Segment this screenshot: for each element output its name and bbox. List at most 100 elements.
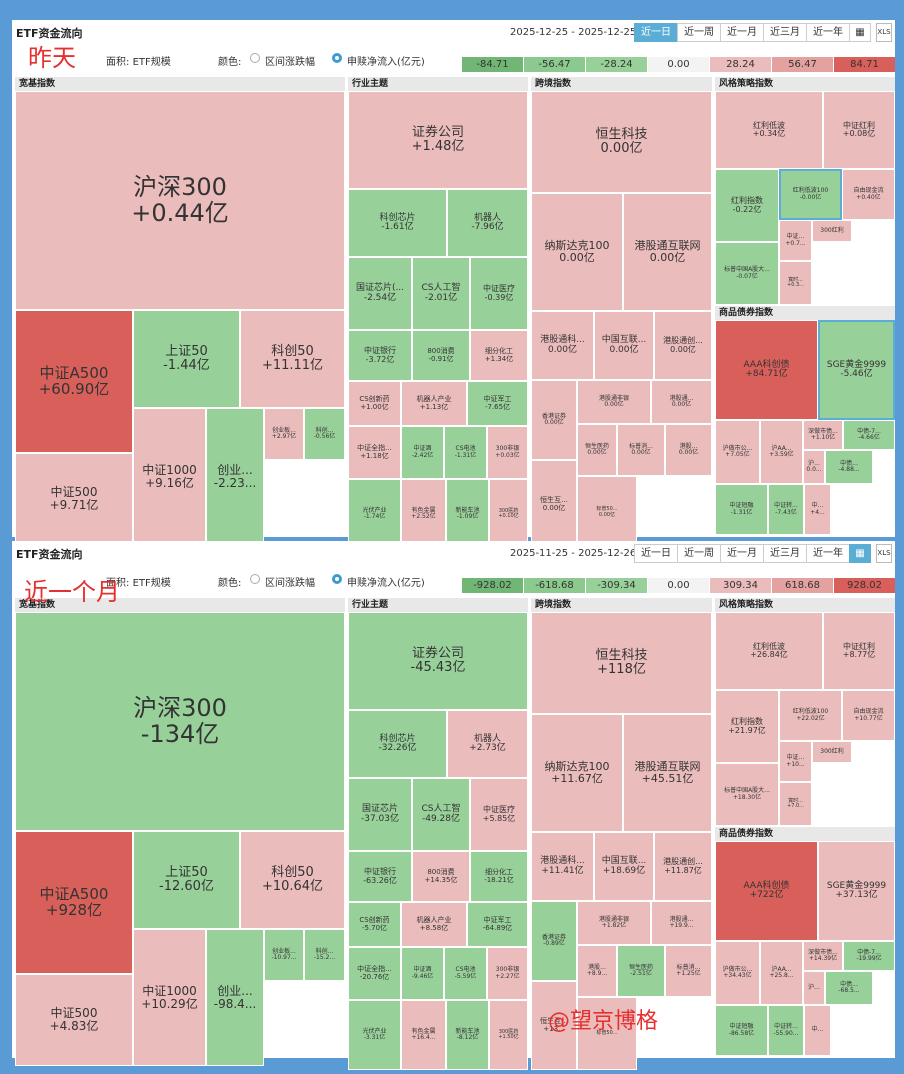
treemap-cell[interactable]: 中债... -4.88...: [825, 450, 873, 484]
treemap-cell[interactable]: 港股通互联网 +45.51亿: [623, 714, 712, 832]
tab-period-0[interactable]: 近一日: [634, 23, 678, 42]
treemap-cell[interactable]: 沪深300 +0.44亿: [15, 91, 345, 310]
treemap-cell[interactable]: 红利低波100 -0.00亿: [779, 169, 842, 220]
date-range[interactable]: 2025-12-25 - 2025-12-25: [510, 27, 637, 38]
radio-net-flow[interactable]: [332, 53, 342, 63]
tab-period-1[interactable]: 近一周: [677, 23, 721, 42]
treemap-cell[interactable]: 红利低波100 +22.02亿: [779, 690, 842, 741]
treemap-cell[interactable]: 中证1000 +10.29亿: [133, 929, 206, 1066]
tab-period-2[interactable]: 近一月: [720, 544, 764, 563]
treemap-cell[interactable]: CS电池 -5.59亿: [444, 947, 487, 1000]
treemap-cell[interactable]: 中证500 +4.83亿: [15, 974, 133, 1066]
treemap-cell[interactable]: 纳斯达克100 0.00亿: [531, 193, 623, 311]
treemap-cell[interactable]: 沪做市公... +34.43亿: [715, 941, 760, 1005]
treemap-cell[interactable]: SGE黄金9999 +37.13亿: [818, 841, 895, 941]
treemap-cell[interactable]: 港股通非银 0.00亿: [577, 380, 651, 424]
treemap-cell[interactable]: 沪做市公... +7.05亿: [715, 420, 760, 484]
treemap-cell[interactable]: 沪深300 -134亿: [15, 612, 345, 831]
treemap-cell[interactable]: 创业... -2.23...: [206, 408, 264, 545]
treemap-cell[interactable]: 中证全指... -20.76亿: [348, 947, 401, 1000]
radio-net-flow-label[interactable]: 申赎净流入(亿元): [347, 578, 425, 589]
treemap-cell[interactable]: 中证500 +9.71亿: [15, 453, 133, 545]
treemap-cell[interactable]: 港股... +8.9...: [577, 945, 617, 997]
treemap-cell[interactable]: 港股通创... 0.00亿: [654, 311, 712, 380]
treemap-cell[interactable]: 创业... -98.4...: [206, 929, 264, 1066]
tab-period-1[interactable]: 近一周: [677, 544, 721, 563]
radio-change-pct[interactable]: [250, 574, 260, 584]
treemap-cell[interactable]: 300非银 +2.27亿: [487, 947, 528, 1000]
treemap-cell[interactable]: 中证转... -55.90...: [768, 1005, 804, 1056]
treemap-cell[interactable]: 中证酒 -9.46亿: [401, 947, 444, 1000]
treemap-cell[interactable]: 沪...: [803, 971, 825, 1005]
treemap-cell[interactable]: 沪... 0.0...: [803, 450, 825, 484]
treemap-cell[interactable]: 恒生互... +13...: [531, 981, 577, 1070]
treemap-cell[interactable]: CS人工智 -49.28亿: [412, 778, 470, 851]
treemap-cell[interactable]: 中...: [804, 1005, 831, 1056]
treemap-cell[interactable]: 800消费 +14.35亿: [412, 851, 470, 902]
treemap-cell[interactable]: 香港证券 0.00亿: [531, 380, 577, 460]
treemap-cell[interactable]: 国证芯片 -37.03亿: [348, 778, 412, 851]
treemap-cell[interactable]: 有色金属 +2.52亿: [401, 479, 446, 549]
treemap-cell[interactable]: 自由现金流 +10.77亿: [842, 690, 895, 741]
treemap-cell[interactable]: 自由现金流 +0.40亿: [842, 169, 895, 220]
treemap-cell[interactable]: 纳斯达克100 +11.67亿: [531, 714, 623, 832]
radio-change-pct-label[interactable]: 区间涨跌幅: [265, 57, 315, 68]
radio-net-flow-label[interactable]: 申赎净流入(亿元): [347, 57, 425, 68]
treemap-cell[interactable]: CS创新药 -5.70亿: [348, 902, 401, 947]
treemap-cell[interactable]: 国证芯片(... -2.54亿: [348, 257, 412, 330]
treemap-cell[interactable]: 800消费 -0.91亿: [412, 330, 470, 381]
treemap-cell[interactable]: 中证A500 +928亿: [15, 831, 133, 974]
treemap-cell[interactable]: 中证A500 +60.90亿: [15, 310, 133, 453]
treemap-cell[interactable]: CS电池 -1.31亿: [444, 426, 487, 479]
treemap-cell[interactable]: 恒生科技 0.00亿: [531, 91, 712, 193]
treemap-cell[interactable]: 科创50 +11.11亿: [240, 310, 345, 408]
treemap-cell[interactable]: 中证... +0.7...: [779, 220, 812, 261]
export-xls-icon[interactable]: XLS: [876, 544, 892, 563]
treemap-cell[interactable]: 光伏产业 -1.74亿: [348, 479, 401, 549]
treemap-cell[interactable]: 标普50...: [577, 997, 637, 1070]
treemap-cell[interactable]: 科创芯片 -1.61亿: [348, 189, 447, 257]
treemap-cell[interactable]: CS人工智 -2.01亿: [412, 257, 470, 330]
treemap-cell[interactable]: 中证军工 -7.65亿: [467, 381, 528, 426]
treemap-cell[interactable]: 中证转... -7.43亿: [768, 484, 804, 535]
calendar-icon[interactable]: ▦: [849, 23, 871, 42]
treemap-cell[interactable]: 中债-7... -19.99亿: [843, 941, 895, 971]
treemap-cell[interactable]: 中证红利 +8.77亿: [823, 612, 895, 690]
treemap-cell[interactable]: 港股通创... +11.87亿: [654, 832, 712, 901]
treemap-cell[interactable]: 中证酒 -2.42亿: [401, 426, 444, 479]
treemap-cell[interactable]: 中证红利 +0.08亿: [823, 91, 895, 169]
treemap-cell[interactable]: 标普中国A股大... -0.07亿: [715, 242, 779, 305]
treemap-cell[interactable]: 寬时... +0.3...: [779, 261, 812, 305]
treemap-cell[interactable]: 中债... -68.5...: [825, 971, 873, 1005]
treemap-cell[interactable]: 上证50 -1.44亿: [133, 310, 240, 408]
treemap-cell[interactable]: 科创... -0.56亿: [304, 408, 345, 460]
treemap-cell[interactable]: 红利低波 +0.34亿: [715, 91, 823, 169]
treemap-cell[interactable]: 港股通非银 +1.82亿: [577, 901, 651, 945]
treemap-cell[interactable]: 证券公司 +1.48亿: [348, 91, 528, 189]
treemap-cell[interactable]: 中国互联... +18.69亿: [594, 832, 654, 901]
treemap-cell[interactable]: 创业板... +2.97亿: [264, 408, 304, 460]
treemap-cell[interactable]: 港股通科... 0.00亿: [531, 311, 594, 380]
tab-period-0[interactable]: 近一日: [634, 544, 678, 563]
treemap-cell[interactable]: 新能车池 -8.12亿: [446, 1000, 489, 1070]
treemap-cell[interactable]: 香港证券 -0.89亿: [531, 901, 577, 981]
treemap-cell[interactable]: 机器人产业 +8.58亿: [401, 902, 467, 947]
treemap-cell[interactable]: 科创芯片 -32.26亿: [348, 710, 447, 778]
treemap-cell[interactable]: 港股通科... +11.41亿: [531, 832, 594, 901]
treemap-cell[interactable]: 中证医疗 +5.85亿: [470, 778, 528, 851]
treemap-cell[interactable]: 300红利: [812, 741, 852, 763]
treemap-cell[interactable]: 中证... +10...: [779, 741, 812, 782]
treemap-cell[interactable]: 中证1000 +9.16亿: [133, 408, 206, 545]
treemap-cell[interactable]: 300非银 +0.03亿: [487, 426, 528, 479]
treemap-cell[interactable]: 中证短融 -86.58亿: [715, 1005, 768, 1056]
date-range[interactable]: 2025-11-25 - 2025-12-26: [510, 548, 637, 559]
export-xls-icon[interactable]: XLS: [876, 23, 892, 42]
treemap-cell[interactable]: AAA科创债 +84.71亿: [715, 320, 818, 420]
treemap-cell[interactable]: 中国互联... 0.00亿: [594, 311, 654, 380]
treemap-cell[interactable]: 中证银行 -63.26亿: [348, 851, 412, 902]
treemap-cell[interactable]: 沪AA... +3.59亿: [760, 420, 803, 484]
treemap-cell[interactable]: 港股通... +19.9...: [651, 901, 712, 945]
treemap-cell[interactable]: 中证医疗 -0.39亿: [470, 257, 528, 330]
tab-period-3[interactable]: 近三月: [763, 544, 807, 563]
treemap-cell[interactable]: 300医药 +1.50亿: [489, 1000, 528, 1070]
